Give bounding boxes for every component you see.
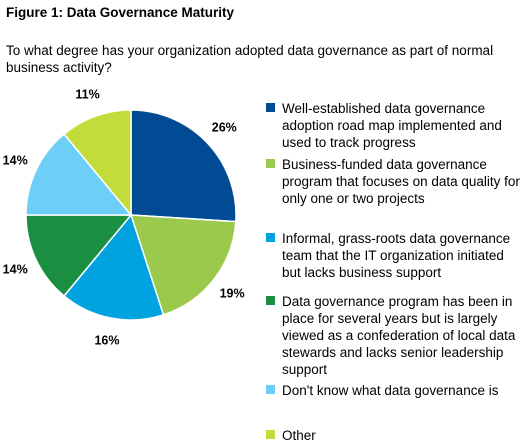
legend-swatch-6 [266,430,275,439]
pie-slice-4 [25,214,133,297]
legend-label-3: Informal, grass-roots data governance te… [282,231,511,280]
figure-title: Figure 1: Data Governance Maturity [6,5,235,20]
legend-swatch-3 [266,233,275,242]
legend-item-1: Well-established data governance adoptio… [266,100,521,151]
pie-labels: 26% 19% 16% 14% 14% 11% [3,88,245,345]
pie-slice-label-6: 11% [75,88,99,102]
legend-item-3: Informal, grass-roots data governance te… [266,230,521,281]
legend-swatch-5 [266,385,275,394]
pie-slice-1 [130,109,237,223]
pie-slice-label-5: 14% [3,154,28,168]
legend-swatch-4 [266,296,275,305]
pie-slice-5 [25,133,133,216]
legend-label-5: Don't know what data governance is [282,383,499,398]
pie-slice-label-3: 16% [94,334,119,345]
pie-slice-label-2: 19% [220,287,245,301]
legend-label-6: Other [282,428,316,443]
legend-swatch-2 [266,159,275,168]
legend-item-4: Data governance program has been in plac… [266,293,521,378]
legend-swatch-1 [266,103,275,112]
pie-slices [25,109,237,321]
legend-item-6: Other [266,427,521,444]
pie-chart: 26% 19% 16% 14% 14% 11% [3,88,245,345]
pie-slice-label-4: 14% [3,263,28,277]
pie-slice-6 [63,109,132,218]
pie-slice-2 [129,214,237,316]
legend-item-2: Business-funded data governance program … [266,156,521,207]
survey-question: To what degree has your organization ado… [6,43,494,75]
legend-label-1: Well-established data governance adoptio… [282,101,502,150]
legend-label-2: Business-funded data governance program … [282,157,520,206]
legend-label-4: Data governance program has been in plac… [282,294,516,377]
pie-slice-label-1: 26% [212,120,237,134]
pie-slice-3 [63,213,165,321]
legend-item-5: Don't know what data governance is [266,382,521,399]
